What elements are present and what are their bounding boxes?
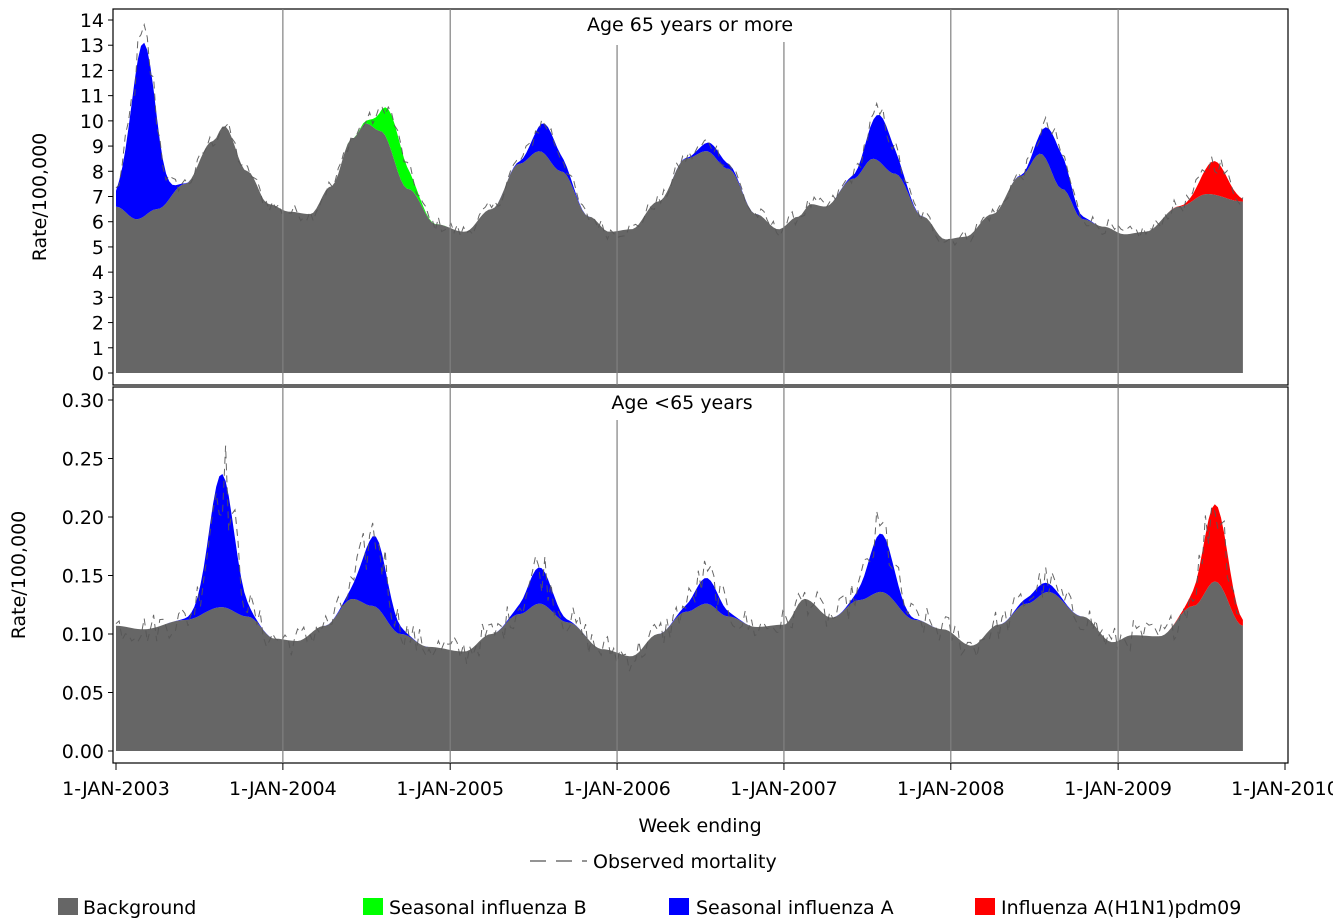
legend-label-influenza-a: Seasonal influenza A	[696, 897, 894, 919]
y-tick-label: 0.00	[62, 741, 104, 763]
x-tick-label: 1-JAN-2004	[229, 778, 337, 800]
x-tick-label: 1-JAN-2008	[897, 778, 1005, 800]
y-tick-label: 0.10	[62, 624, 104, 646]
y-tick-label: 4	[92, 262, 104, 284]
series-background-area	[116, 123, 1243, 374]
y-tick-label: 0.05	[62, 683, 104, 705]
y-tick-label: 2	[92, 313, 104, 335]
y-tick-label: 8	[92, 161, 104, 183]
y-tick-label: 0	[92, 363, 104, 385]
legend-observed: Observed mortality	[530, 851, 777, 873]
legend-swatch-h1n1	[975, 898, 995, 915]
legend-label-background: Background	[83, 897, 196, 919]
legend-swatch-influenza-a	[669, 898, 689, 915]
x-tick-label: 1-JAN-2007	[730, 778, 838, 800]
legend-label-h1n1: Influenza A(H1N1)pdm09	[1001, 897, 1241, 919]
x-tick-label: 1-JAN-2009	[1064, 778, 1172, 800]
x-tick-label: 1-JAN-2003	[62, 778, 170, 800]
x-axis-label: Week ending	[638, 815, 761, 837]
series-influenza-b-area	[116, 107, 1243, 240]
y-tick-label: 11	[80, 86, 104, 108]
y-axis-label: Rate/100,000	[8, 511, 30, 640]
x-tick-label: 1-JAN-2005	[396, 778, 504, 800]
legend-swatch-influenza-b	[363, 898, 383, 915]
legend-swatch-background	[58, 898, 78, 915]
y-tick-label: 12	[80, 60, 104, 82]
y-axis-label: Rate/100,000	[29, 133, 51, 262]
legend: Background Seasonal influenza B Seasonal…	[58, 897, 1241, 919]
y-tick-label: 6	[92, 212, 104, 234]
y-tick-label: 5	[92, 237, 104, 259]
x-tick-label: 1-JAN-2006	[563, 778, 671, 800]
y-tick-label: 10	[80, 111, 104, 133]
legend-label-influenza-b: Seasonal influenza B	[389, 897, 587, 919]
y-tick-label: 14	[80, 10, 104, 32]
y-tick-label: 9	[92, 136, 104, 158]
series-observed-mortality	[115, 22, 1244, 247]
panel-under-65: 0.00 0.05 0.10 0.15 0.20 0.25 0.30 Age <65 year…	[8, 386, 1289, 764]
y-tick-label: 1	[92, 338, 104, 360]
y-tick-label: 0.20	[62, 507, 104, 529]
y-tick-label: 0.25	[62, 449, 104, 471]
series-background-area	[116, 581, 1243, 751]
y-tick-label: 0.30	[62, 390, 104, 412]
series-observed-mortality	[115, 445, 1243, 672]
y-tick-label: 3	[92, 287, 104, 309]
x-axis: 1-JAN-2003 1-JAN-2004 1-JAN-2005 1-JAN-2006…	[62, 763, 1333, 800]
y-tick-label: 0.15	[62, 566, 104, 588]
y-tick-label: 13	[80, 35, 104, 57]
y-tick-label: 7	[92, 187, 104, 209]
x-tick-label: 1-JAN-2010	[1231, 778, 1333, 800]
legend-observed-label: Observed mortality	[593, 851, 777, 873]
panel-title: Age <65 years	[611, 392, 752, 414]
panel-title: Age 65 years or more	[587, 14, 793, 36]
